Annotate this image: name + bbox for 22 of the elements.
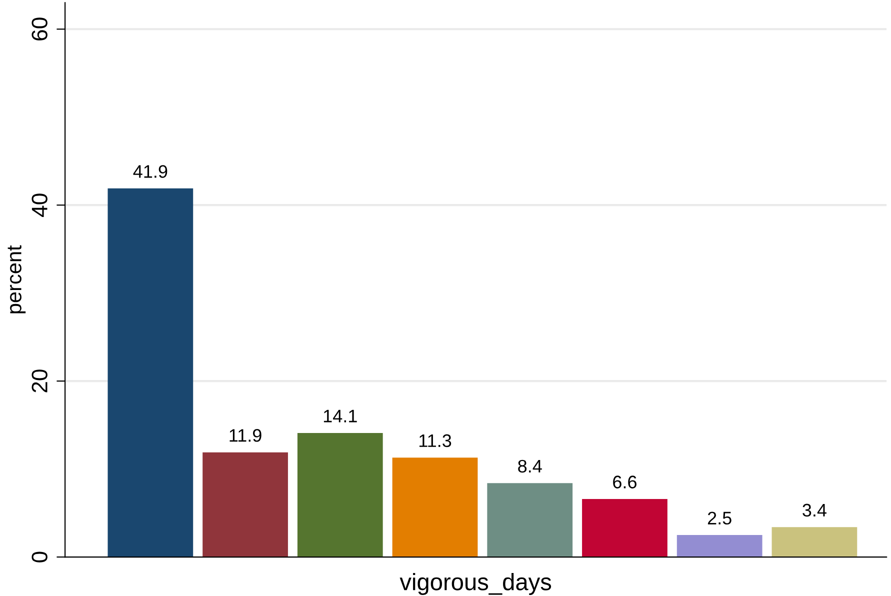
bar [582,498,668,558]
bar [202,452,288,558]
bar [676,535,762,558]
bar [392,458,478,558]
bar [108,188,194,558]
y-tick-label: 0 [32,552,48,562]
bar [297,432,383,558]
data-label: 11.3 [419,434,452,448]
data-label: 14.1 [324,410,357,422]
data-label: 6.6 [613,476,636,488]
data-label: 3.4 [802,504,826,517]
y-tick-label: 40 [32,194,48,217]
data-label: 11.9 [230,429,262,442]
data-label: 41.9 [133,165,168,178]
data-label: 8.4 [518,460,542,473]
data-label: 2.5 [708,512,732,525]
y-axis-title: percent [8,245,26,314]
y-tick-label: 60 [32,18,48,40]
y-tick-label: 20 [32,370,48,392]
bar [487,483,573,558]
x-axis-title: vigorous_days [400,572,552,596]
bar [772,527,858,558]
